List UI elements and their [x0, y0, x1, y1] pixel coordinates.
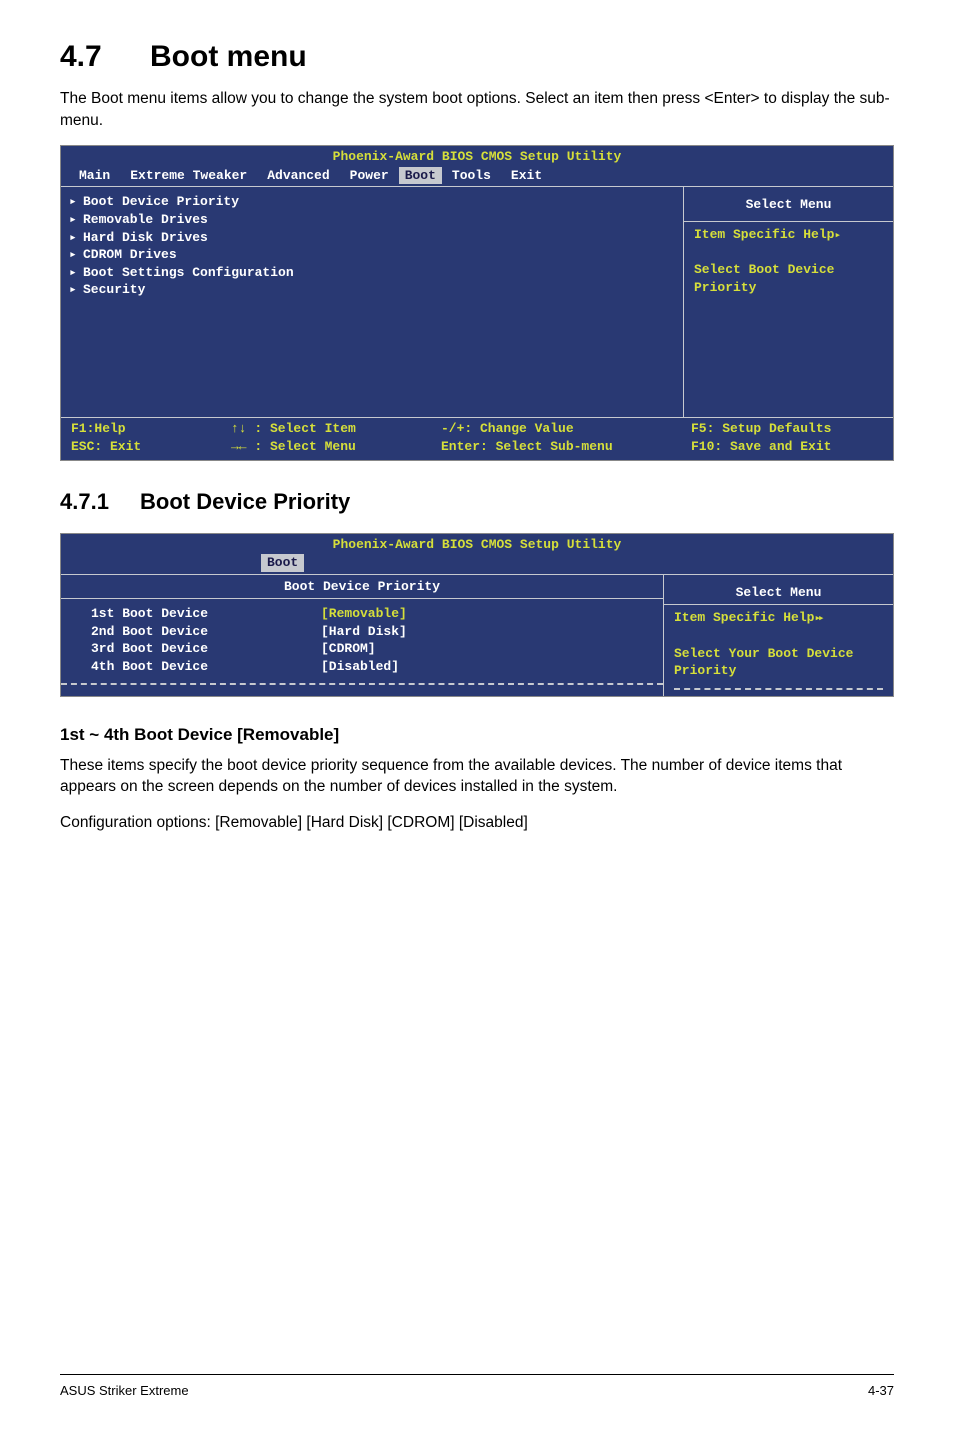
tab-advanced: Advanced: [257, 167, 339, 185]
footer-page-number: 4-37: [868, 1383, 894, 1398]
key-change-value: -/+: Change Value: [441, 420, 691, 438]
submenu-arrow-icon: ▸: [69, 246, 83, 264]
boot-device-label: 1st Boot Device: [91, 605, 321, 623]
help-panel-title: Select Menu: [664, 581, 893, 606]
menu-label: Boot Settings Configuration: [83, 265, 294, 280]
menu-item-boot-settings-config: ▸Boot Settings Configuration: [69, 264, 673, 282]
item-specific-help-label: Item Specific Help: [694, 226, 883, 244]
help-text: Item Specific Help: [674, 610, 814, 625]
bios-help-panel: Select Menu Item Specific Help Select Yo…: [663, 575, 893, 696]
help-col: ↑↓ : Select Item →← : Select Menu: [231, 420, 441, 455]
boot-device-value: [Hard Disk]: [321, 623, 407, 641]
item-specific-help-label: Item Specific Help: [674, 609, 883, 627]
arrow-double-right-icon: [814, 610, 821, 625]
key-esc-exit: ESC: Exit: [71, 438, 231, 456]
help-description: Select Boot Device Priority: [694, 261, 883, 296]
panel-title: Boot Device Priority: [61, 575, 663, 600]
tab-exit: Exit: [501, 167, 552, 185]
help-text: Item Specific Help: [694, 227, 834, 242]
section-title-text: Boot menu: [150, 40, 307, 73]
menu-item-boot-device-priority: ▸Boot Device Priority: [69, 193, 673, 211]
boot-device-row: 1st Boot Device [Removable]: [91, 605, 651, 623]
section-number: 4.7: [60, 40, 150, 74]
bios-utility-title: Phoenix-Award BIOS CMOS Setup Utility: [61, 534, 893, 555]
key-f5-defaults: F5: Setup Defaults: [691, 420, 883, 438]
boot-device-row: 4th Boot Device [Disabled]: [91, 658, 651, 676]
bios-key-help-row: F1:Help ESC: Exit ↑↓ : Select Item →← : …: [61, 418, 893, 459]
boot-device-row: 3rd Boot Device [CDROM]: [91, 640, 651, 658]
subsection-title-text: Boot Device Priority: [140, 489, 350, 514]
tab-main: Main: [69, 167, 120, 185]
tab-extreme-tweaker: Extreme Tweaker: [120, 167, 257, 185]
boot-device-value: [Removable]: [321, 605, 407, 623]
bios-utility-title: Phoenix-Award BIOS CMOS Setup Utility: [61, 146, 893, 167]
tab-tools: Tools: [442, 167, 501, 185]
bios-body: ▸Boot Device Priority ▸Removable Drives …: [61, 187, 893, 417]
menu-label: CDROM Drives: [83, 247, 177, 262]
bios-left-wrap: Boot Device Priority 1st Boot Device [Re…: [61, 575, 663, 696]
boot-device-value: [CDROM]: [321, 640, 376, 658]
footer-product-name: ASUS Striker Extreme: [60, 1383, 189, 1398]
submenu-arrow-icon: ▸: [69, 193, 83, 211]
tab-boot: Boot: [399, 167, 442, 185]
key-updown-select: ↑↓ : Select Item: [231, 420, 441, 438]
bios-main-screenshot: Phoenix-Award BIOS CMOS Setup Utility Ma…: [60, 145, 894, 460]
menu-item-cdrom-drives: ▸CDROM Drives: [69, 246, 673, 264]
boot-device-label: 2nd Boot Device: [91, 623, 321, 641]
bios-menu-panel: ▸Boot Device Priority ▸Removable Drives …: [61, 187, 683, 417]
bios-boot-priority-screenshot: Phoenix-Award BIOS CMOS Setup Utility Bo…: [60, 533, 894, 697]
submenu-arrow-icon: ▸: [69, 211, 83, 229]
submenu-arrow-icon: ▸: [69, 281, 83, 299]
key-leftright-select: →← : Select Menu: [231, 438, 441, 456]
boot-device-row: 2nd Boot Device [Hard Disk]: [91, 623, 651, 641]
menu-item-removable-drives: ▸Removable Drives: [69, 211, 673, 229]
option-description: These items specify the boot device prio…: [60, 755, 894, 798]
bios-body: Boot Device Priority 1st Boot Device [Re…: [61, 575, 893, 696]
divider: [684, 221, 893, 222]
configuration-options: Configuration options: [Removable] [Hard…: [60, 812, 894, 834]
section-heading: 4.7Boot menu: [60, 40, 894, 74]
intro-paragraph: The Boot menu items allow you to change …: [60, 88, 894, 131]
help-panel-title: Select Menu: [694, 193, 883, 217]
menu-label: Boot Device Priority: [83, 194, 239, 209]
help-description: Select Your Boot Device Priority: [674, 645, 883, 690]
menu-label: Security: [83, 282, 145, 297]
help-col: F5: Setup Defaults F10: Save and Exit: [691, 420, 883, 455]
boot-device-label: 3rd Boot Device: [91, 640, 321, 658]
submenu-arrow-icon: ▸: [69, 229, 83, 247]
option-heading: 1st ~ 4th Boot Device [Removable]: [60, 725, 894, 745]
page-footer: ASUS Striker Extreme 4-37: [60, 1374, 894, 1398]
tab-boot: Boot: [261, 554, 304, 572]
menu-item-security: ▸Security: [69, 281, 673, 299]
boot-device-label: 4th Boot Device: [91, 658, 321, 676]
menu-label: Hard Disk Drives: [83, 230, 208, 245]
menu-label: Removable Drives: [83, 212, 208, 227]
tab-power: Power: [340, 167, 399, 185]
boot-device-list: 1st Boot Device [Removable] 2nd Boot Dev…: [61, 599, 663, 685]
key-f1-help: F1:Help: [71, 420, 231, 438]
menu-item-hard-disk-drives: ▸Hard Disk Drives: [69, 229, 673, 247]
subsection-heading: 4.7.1Boot Device Priority: [60, 489, 894, 515]
key-enter-submenu: Enter: Select Sub-menu: [441, 438, 691, 456]
bios-tab-row: Main Extreme Tweaker Advanced Power Boot…: [61, 167, 893, 187]
subsection-number: 4.7.1: [60, 489, 140, 515]
bios-tab-row: Boot: [61, 554, 893, 574]
help-col: F1:Help ESC: Exit: [71, 420, 231, 455]
help-col: -/+: Change Value Enter: Select Sub-menu: [441, 420, 691, 455]
bios-help-panel: Select Menu Item Specific Help Select Bo…: [683, 187, 893, 417]
key-f10-save: F10: Save and Exit: [691, 438, 883, 456]
boot-device-value: [Disabled]: [321, 658, 399, 676]
submenu-arrow-icon: ▸: [69, 264, 83, 282]
arrow-right-icon: [834, 227, 841, 242]
